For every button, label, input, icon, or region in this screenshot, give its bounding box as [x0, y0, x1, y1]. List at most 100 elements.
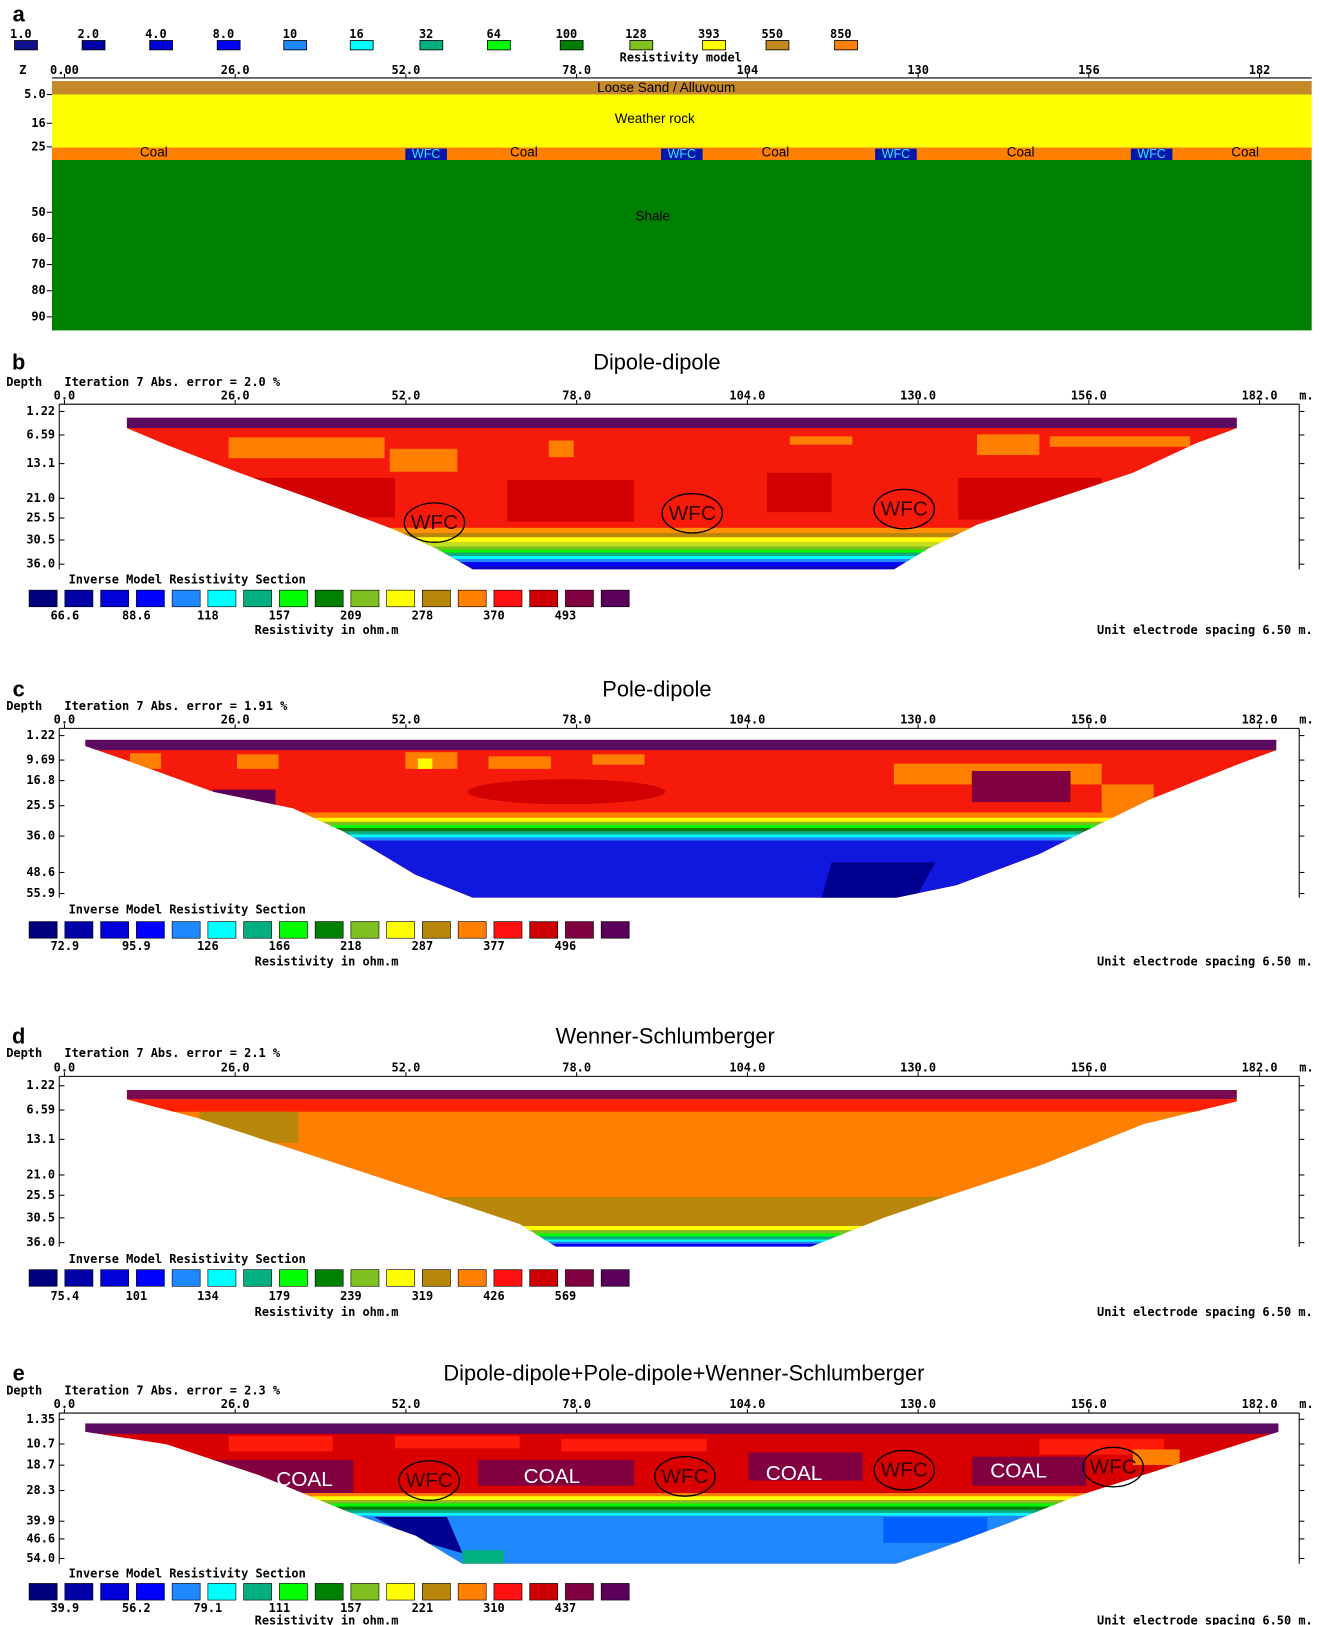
- legend-swatch: [279, 589, 308, 608]
- spacing-text: Unit electrode spacing 6.50 m.: [1097, 1305, 1313, 1319]
- resistivity-zone: [85, 739, 1277, 751]
- panel-label: e: [13, 1360, 25, 1385]
- resistivity-zone: [389, 448, 458, 472]
- resistivity-zone: [85, 1423, 1279, 1434]
- legend-value: 10: [283, 27, 297, 41]
- legend-value: 32: [419, 27, 433, 41]
- legend-swatch: [171, 1583, 201, 1601]
- resistivity-zone: [417, 758, 433, 769]
- legend-swatch: [493, 1269, 523, 1287]
- x-tick-label: 0.0: [54, 1397, 76, 1411]
- wfc-box: [875, 148, 917, 161]
- legend-swatch: [243, 1583, 273, 1601]
- iteration-text: Iteration 7 Abs. error = 2.0 %: [64, 375, 280, 389]
- legend-title: Resistivity in ohm.m: [255, 955, 399, 969]
- legend-swatch: [457, 589, 487, 608]
- legend-swatch: [279, 921, 308, 939]
- legend-value: 56.2: [122, 1601, 151, 1615]
- resistivity-zone: [126, 546, 1237, 550]
- resistivity-zone: [126, 533, 1237, 538]
- legend-value: 126: [197, 939, 219, 953]
- legend-swatch: [100, 1583, 129, 1601]
- resistivity-zone: [126, 552, 1237, 556]
- legend-swatch: [422, 1269, 451, 1287]
- coal-label: COAL: [524, 1465, 581, 1488]
- legend-value: 101: [126, 1289, 148, 1303]
- resistivity-zone: [85, 1515, 1279, 1564]
- depth-tick-label: 16: [31, 116, 45, 130]
- legend-value: 377: [483, 939, 505, 953]
- resistivity-zone: [85, 1493, 1279, 1497]
- depth-tick-label: 16.8: [26, 773, 55, 787]
- resistivity-zone: [789, 436, 853, 445]
- legend-swatch: [493, 589, 523, 608]
- legend-swatch: [279, 1269, 308, 1287]
- wfc-label: WFC: [412, 147, 440, 161]
- x-tick-label: 182.0: [1242, 713, 1278, 727]
- section-title: Inverse Model Resistivity Section: [69, 572, 306, 586]
- legend-swatch: [243, 589, 273, 608]
- section-panel: e Dipole-dipole+Pole-dipole+Wenner-Schlum…: [6, 1360, 1313, 1625]
- resistivity-zone: [883, 1516, 988, 1543]
- x-tick-label: 182: [1249, 63, 1271, 77]
- coal-label: Coal: [1231, 144, 1259, 159]
- legend-swatch: [422, 1583, 451, 1601]
- depth-tick-label: 21.0: [26, 491, 55, 505]
- wfc-outline: [661, 492, 724, 534]
- legend-value: 39.9: [50, 1601, 79, 1615]
- x-tick-label: 156.0: [1071, 713, 1107, 727]
- x-tick-label: 26.0: [221, 1061, 250, 1075]
- depth-tick-label: 9.69: [26, 753, 55, 767]
- panel-label: c: [13, 677, 25, 702]
- legend-swatch: [207, 1583, 237, 1601]
- resistivity-zone: [126, 562, 1237, 567]
- depth-tick-label: 18.7: [26, 1458, 55, 1472]
- resistivity-zone: [548, 440, 574, 458]
- x-tick-label: 104.0: [729, 388, 765, 402]
- spacing-text: Unit electrode spacing 6.50 m.: [1097, 623, 1313, 637]
- depth-tick-label: 70: [31, 257, 45, 271]
- resistivity-zone: [126, 1233, 1237, 1237]
- legend-value: 72.9: [50, 939, 79, 953]
- resistivity-zone: [462, 1550, 505, 1564]
- legend-value: 95.9: [122, 939, 151, 953]
- resistivity-zone: [394, 1435, 520, 1449]
- legend-value: 550: [761, 27, 783, 41]
- legend-swatch: [100, 589, 129, 608]
- resistivity-zone: [85, 824, 1277, 829]
- resistivity-zone: [126, 1241, 1237, 1244]
- legend-title: Resistivity in ohm.m: [255, 623, 399, 637]
- legend-swatch: [493, 921, 523, 939]
- legend-swatch: [64, 1269, 94, 1287]
- legend-value: 319: [412, 1289, 434, 1303]
- wfc-outline: [873, 488, 936, 530]
- panel-label: a: [13, 1, 26, 26]
- resistivity-zone: [592, 754, 645, 765]
- resistivity-zone: [374, 1516, 463, 1554]
- x-tick-label: 78.0: [562, 388, 591, 402]
- depth-tick-label: 80: [31, 283, 45, 297]
- legend-swatch: [243, 1269, 273, 1287]
- legend-swatch: [457, 1583, 487, 1601]
- depth-tick-label: 50: [31, 205, 45, 219]
- resistivity-zone: [85, 834, 1277, 838]
- resistivity-zone: [85, 1509, 1279, 1513]
- legend-swatch: [457, 921, 487, 939]
- legend-swatch: [600, 1583, 630, 1601]
- x-tick-label: 130.0: [900, 1397, 936, 1411]
- resistivity-zone: [126, 566, 1237, 570]
- wfc-label: WFC: [882, 147, 910, 161]
- legend-value: 8.0: [213, 27, 235, 41]
- legend-value: 66.6: [50, 609, 79, 623]
- x-tick-label: 156.0: [1071, 388, 1107, 402]
- legend-swatch: [28, 1269, 58, 1287]
- resistivity-zone: [507, 480, 635, 522]
- resistivity-zone: [126, 1239, 1237, 1242]
- legend-swatch: [529, 1269, 559, 1287]
- resistivity-zone: [199, 1111, 299, 1143]
- legend-swatch: [314, 589, 344, 608]
- resistivity-zone: [821, 862, 936, 898]
- depth-tick-label: 36.0: [26, 829, 55, 843]
- legend-value: 1.0: [10, 27, 32, 41]
- depth-tick-label: 90: [31, 309, 45, 323]
